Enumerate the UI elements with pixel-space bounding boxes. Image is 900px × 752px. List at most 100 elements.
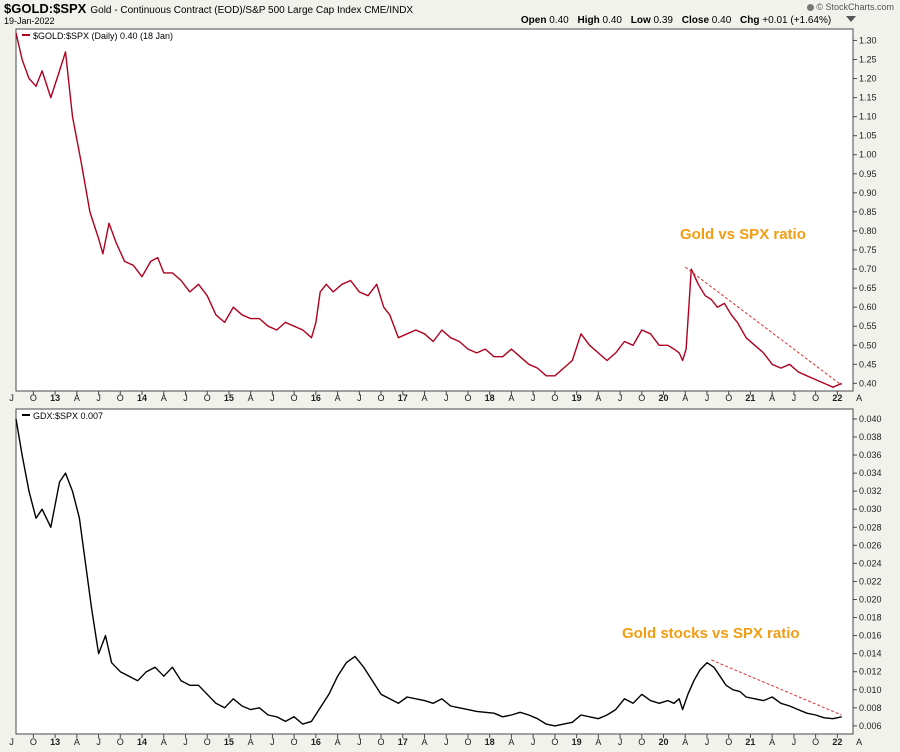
x-tick-label: 22	[832, 737, 842, 747]
x-tick-label: O	[464, 393, 471, 403]
x-tick-label: 17	[398, 393, 408, 403]
x-tick-label: A	[508, 393, 514, 403]
x-tick-label: 15	[224, 737, 234, 747]
x-tick-label: 19	[572, 737, 582, 747]
trendline	[711, 659, 842, 716]
x-tick-label: J	[618, 737, 623, 747]
y-tick-label: 1.15	[859, 93, 877, 103]
x-tick-label: O	[30, 737, 37, 747]
x-tick-label: 21	[745, 393, 755, 403]
y-tick-label: 0.008	[859, 703, 882, 713]
plot-area	[15, 28, 854, 392]
x-tick-label: 20	[659, 737, 669, 747]
series-line	[15, 418, 842, 727]
symbol-title: $GOLD:$SPX Gold - Continuous Contract (EO…	[4, 1, 413, 16]
x-tick-label: A	[161, 393, 167, 403]
legend-label: $GOLD:$SPX (Daily) 0.40 (18 Jan)	[33, 31, 173, 41]
x-tick-label: J	[618, 393, 623, 403]
legend-label: GDX:$SPX 0.007	[33, 411, 103, 421]
x-tick-label: 14	[137, 737, 147, 747]
y-tick-label: 0.020	[859, 594, 882, 604]
x-tick-label: 20	[659, 393, 669, 403]
x-tick-label: J	[96, 737, 101, 747]
symbol-description: Gold - Continuous Contract (EOD)/S&P 500…	[90, 5, 414, 16]
x-tick-label: O	[378, 393, 385, 403]
y-tick-label: 0.95	[859, 169, 877, 179]
y-tick-label: 0.036	[859, 450, 882, 460]
dropdown-triangle-icon[interactable]	[846, 16, 856, 22]
x-tick-label: O	[812, 737, 819, 747]
x-tick-label: A	[682, 737, 688, 747]
chart-header: $GOLD:$SPX Gold - Continuous Contract (EO…	[0, 0, 900, 28]
y-tick-label: 0.014	[859, 649, 882, 659]
x-tick-label: A	[248, 393, 254, 403]
trendline	[684, 266, 843, 386]
y-tick-label: 0.55	[859, 321, 877, 331]
quote-readout: Open 0.40 High 0.40 Low 0.39 Close 0.40 …	[521, 15, 856, 26]
high-value: 0.40	[602, 15, 622, 26]
x-tick-label: J	[531, 393, 536, 403]
x-tick-label: A	[421, 393, 427, 403]
y-tick-label: 0.40	[859, 378, 877, 388]
y-tick-label: 0.026	[859, 540, 882, 550]
low-label: Low	[630, 15, 651, 26]
x-tick-label: J	[444, 393, 449, 403]
x-tick-label: O	[812, 393, 819, 403]
y-tick-label: 0.016	[859, 631, 882, 641]
x-tick-label: 21	[745, 737, 755, 747]
x-tick-label: O	[291, 393, 298, 403]
x-tick-label: J	[792, 393, 797, 403]
x-tick-label: A	[856, 393, 862, 403]
annotation-label: Gold vs SPX ratio	[680, 226, 806, 243]
x-tick-label: O	[378, 737, 385, 747]
x-tick-label: J	[270, 393, 275, 403]
x-tick-label: J	[183, 737, 188, 747]
x-tick-label: 19	[572, 393, 582, 403]
y-tick-label: 0.028	[859, 522, 882, 532]
y-tick-label: 1.20	[859, 74, 877, 84]
x-tick-label: O	[117, 393, 124, 403]
x-tick-label: 17	[398, 737, 408, 747]
x-tick-label: O	[117, 737, 124, 747]
x-tick-label: A	[161, 737, 167, 747]
x-tick-label: A	[335, 393, 341, 403]
chg-value: +0.01 (+1.64%)	[762, 15, 832, 26]
x-tick-label: 22	[832, 393, 842, 403]
x-tick-label: O	[464, 737, 471, 747]
x-tick-label: O	[638, 393, 645, 403]
x-tick-label: A	[335, 737, 341, 747]
x-tick-label: O	[551, 393, 558, 403]
x-tick-label: O	[204, 737, 211, 747]
y-tick-label: 0.70	[859, 264, 877, 274]
series-line	[15, 32, 842, 388]
y-tick-label: 0.80	[859, 226, 877, 236]
legend-swatch	[22, 414, 30, 416]
x-tick-label: O	[725, 393, 732, 403]
x-tick-label: A	[508, 737, 514, 747]
y-tick-label: 1.30	[859, 35, 877, 45]
y-tick-label: 0.85	[859, 207, 877, 217]
x-tick-label: A	[595, 737, 601, 747]
y-tick-label: 0.75	[859, 245, 877, 255]
x-tick-label: O	[638, 737, 645, 747]
y-tick-label: 1.00	[859, 150, 877, 160]
x-tick-label: A	[421, 737, 427, 747]
y-tick-label: 1.05	[859, 131, 877, 141]
x-tick-label: O	[30, 393, 37, 403]
legend-swatch	[22, 34, 30, 36]
chart-date: 19-Jan-2022	[4, 16, 55, 26]
y-tick-label: 0.034	[859, 468, 882, 478]
x-tick-label: A	[769, 393, 775, 403]
y-tick-label: 0.65	[859, 283, 877, 293]
high-label: High	[577, 15, 600, 26]
y-tick-label: 0.030	[859, 504, 882, 514]
open-label: Open	[520, 15, 547, 26]
x-tick-label: A	[856, 737, 862, 747]
y-tick-label: 1.10	[859, 112, 877, 122]
x-tick-label: 14	[137, 393, 147, 403]
x-tick-label: A	[595, 393, 601, 403]
x-tick-label: A	[74, 737, 80, 747]
plot-area	[15, 408, 854, 735]
x-tick-label: 18	[485, 393, 495, 403]
y-tick-label: 0.012	[859, 667, 882, 677]
